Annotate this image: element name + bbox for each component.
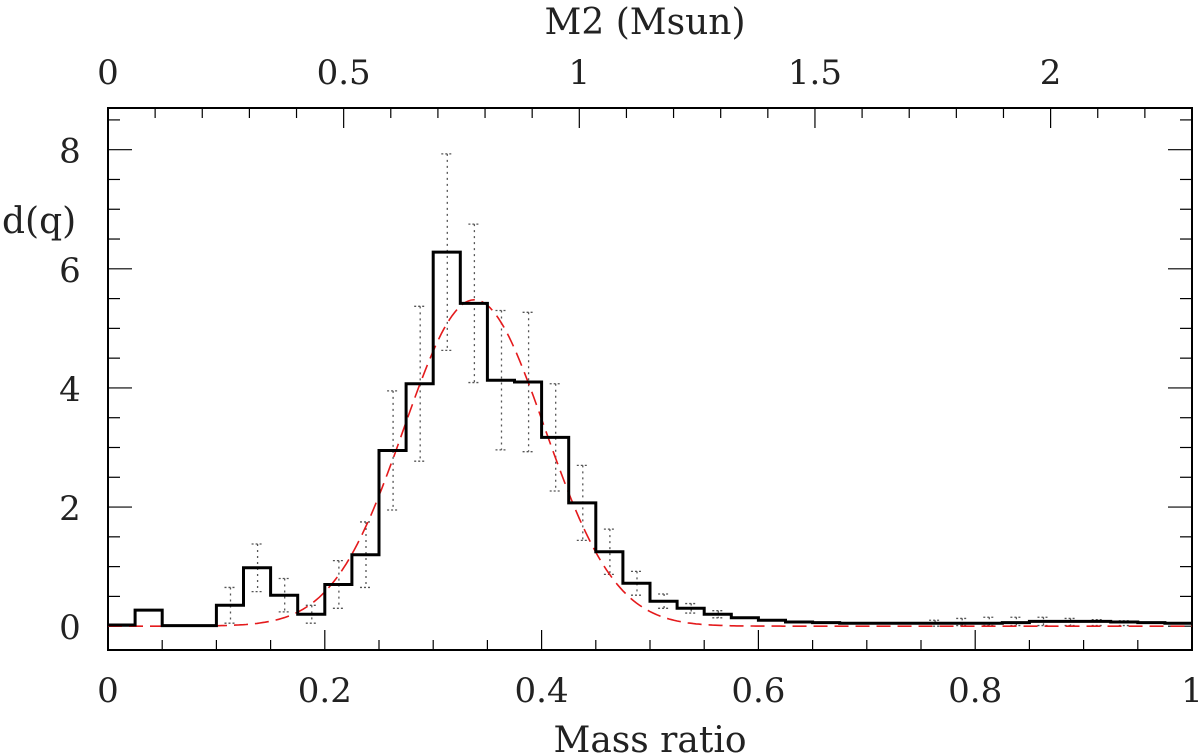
y-tick-label: 4 (59, 370, 81, 410)
x-tick-label: 0.2 (298, 671, 352, 711)
y-axis-title: d(q) (2, 201, 76, 242)
top-tick-label: 0 (97, 53, 119, 93)
tick-labels: 0 0.2 0.4 0.6 0.8 1 0 0.5 1 1.5 2 0 2 4 6 8 (59, 53, 1200, 711)
x-tick-label: 0.4 (515, 671, 569, 711)
top-axis-title: M2 (Msun) (544, 2, 745, 43)
x-tick-label: 0.8 (948, 671, 1002, 711)
y-tick-label: 0 (59, 608, 81, 648)
top-tick-label: 1 (568, 53, 590, 93)
gaussian-fit-curve (108, 298, 1192, 627)
histogram-step-line (108, 250, 1192, 628)
y-tick-label: 2 (59, 489, 81, 529)
top-tick-label: 0.5 (317, 53, 371, 93)
x-tick-label: 0 (97, 671, 119, 711)
x-tick-label: 0.6 (731, 671, 785, 711)
y-tick-label: 6 (59, 251, 81, 291)
y-tick-label: 8 (59, 132, 81, 172)
x-tick-label: 1 (1181, 671, 1200, 711)
top-tick-label: 2 (1040, 53, 1062, 93)
x-axis-title: Mass ratio (553, 720, 746, 755)
top-tick-label: 1.5 (788, 53, 842, 93)
